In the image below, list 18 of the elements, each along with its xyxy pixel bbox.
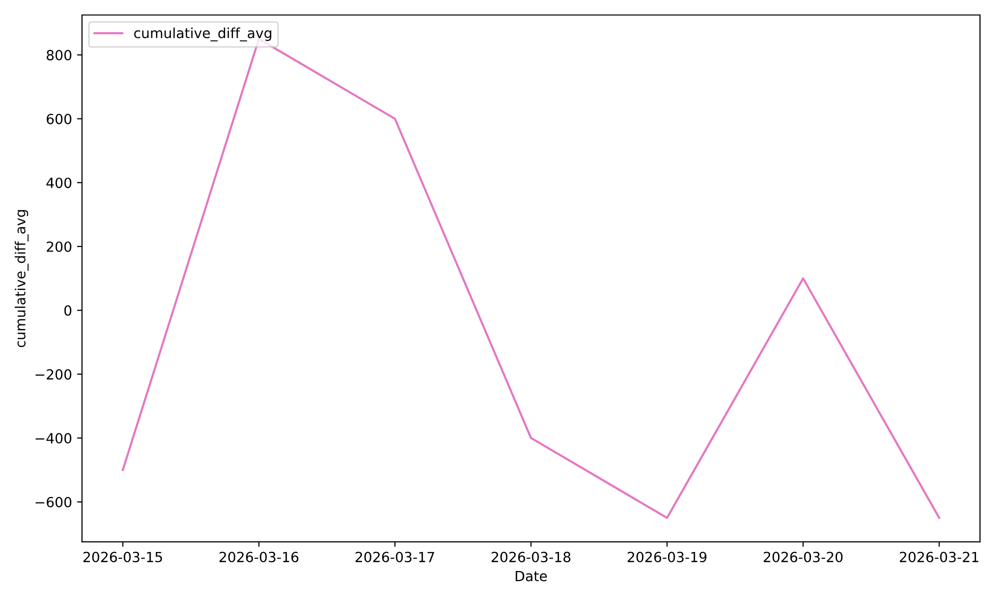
x-tick-label: 2026-03-15 bbox=[83, 552, 162, 562]
y-tick-label: −400 bbox=[36, 433, 72, 444]
y-tick-label: 800 bbox=[46, 50, 72, 60]
x-tick-label: 2026-03-19 bbox=[628, 552, 706, 562]
x-tick-label: 2026-03-17 bbox=[356, 552, 434, 562]
y-axis-title: cumulative_diff_avg bbox=[14, 210, 29, 348]
x-tick-label: 2026-03-18 bbox=[492, 552, 570, 562]
y-tick-label: 400 bbox=[46, 178, 72, 188]
y-tick-label: 600 bbox=[46, 114, 72, 124]
x-tick-label: 2026-03-21 bbox=[900, 552, 978, 562]
y-tick-label: 200 bbox=[46, 241, 72, 252]
y-tick-label: −600 bbox=[36, 496, 72, 508]
y-tick-label: −200 bbox=[36, 369, 72, 380]
y-tick-label: 0 bbox=[64, 305, 72, 316]
x-tick-label: 2026-03-16 bbox=[220, 552, 298, 562]
x-tick-label: 2026-03-20 bbox=[764, 552, 843, 562]
legend-label: cumulative_diff_avg bbox=[134, 28, 272, 42]
x-axis-title: Date bbox=[516, 570, 547, 582]
